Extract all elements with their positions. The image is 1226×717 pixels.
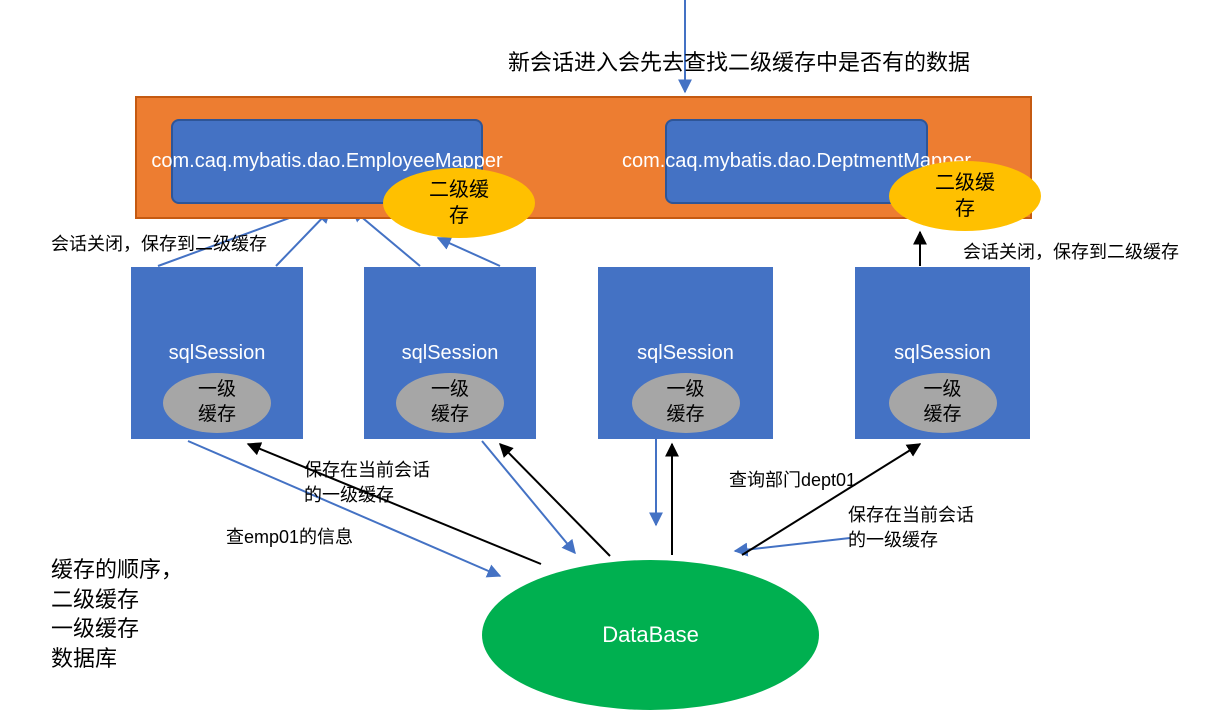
l1-cache-1: 一级缓存 [163,373,271,433]
l1-cache-3: 一级缓存 [632,373,740,433]
l1-cache-2-label: 一级缓存 [431,378,469,427]
l2-cache-right-label: 二级缓存 [935,170,995,222]
l1-cache-1-label: 一级缓存 [198,378,236,427]
l2-cache-right: 二级缓存 [889,161,1041,231]
database-node: DataBase [482,560,819,710]
database-label: DataBase [602,622,699,648]
label-query-dept01: 查询部门dept01 [729,468,856,493]
label-query-emp01: 查emp01的信息 [226,525,353,550]
sql-session-1: sqlSession 一级缓存 [131,267,303,439]
label-cache-order: 缓存的顺序， 二级缓存 一级缓存 数据库 [51,555,183,674]
label-save-l1-right: 保存在当前会话的一级缓存 [848,503,978,553]
sql-session-2: sqlSession 一级缓存 [364,267,536,439]
sql-session-3-label: sqlSession [637,342,734,365]
label-session-close-left: 会话关闭，保存到二级缓存 [51,232,267,257]
l1-cache-4: 一级缓存 [889,373,997,433]
sql-session-3: sqlSession 一级缓存 [598,267,773,439]
sql-session-1-label: sqlSession [169,342,266,365]
sql-session-2-label: sqlSession [402,342,499,365]
label-save-l1-left: 保存在当前会话的一级缓存 [304,458,434,508]
top-label: 新会话进入会先去查找二级缓存中是否有的数据 [508,48,970,79]
sql-session-4: sqlSession 一级缓存 [855,267,1030,439]
label-session-close-right: 会话关闭，保存到二级缓存 [963,240,1179,265]
l1-cache-4-label: 一级缓存 [923,378,961,427]
l1-cache-3-label: 一级缓存 [666,378,704,427]
l2-cache-left: 二级缓存 [383,168,535,238]
l2-cache-left-label: 二级缓存 [429,177,489,229]
l1-cache-2: 一级缓存 [396,373,504,433]
sql-session-4-label: sqlSession [894,342,991,365]
